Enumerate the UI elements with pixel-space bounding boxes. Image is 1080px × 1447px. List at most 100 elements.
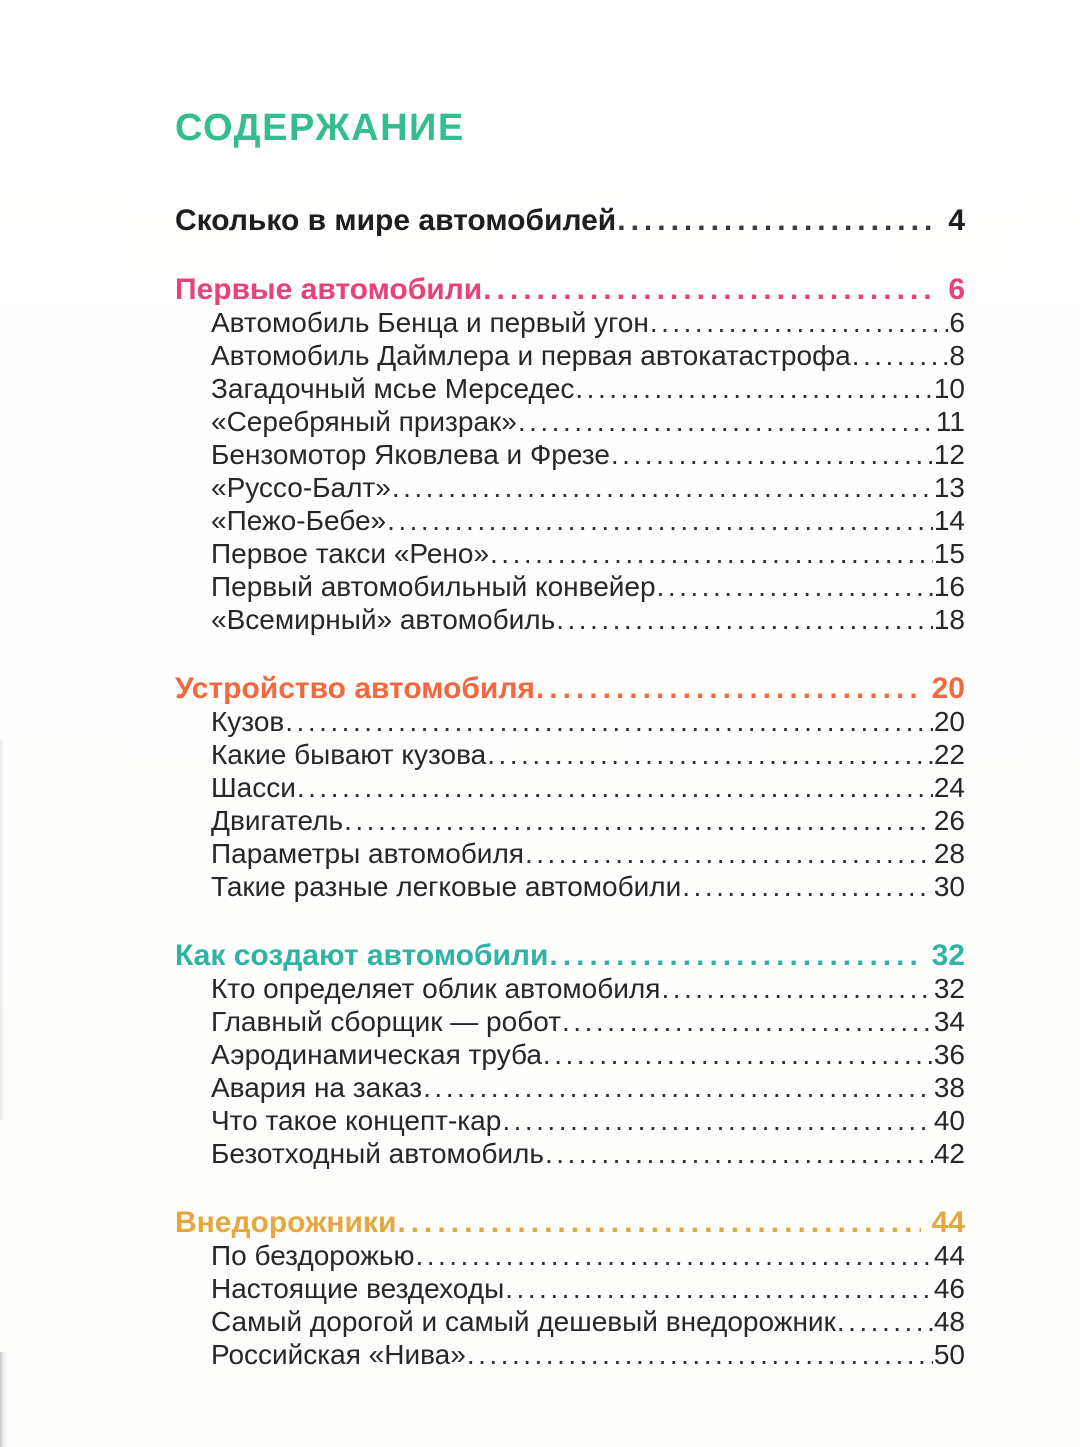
toc-entry: Российская «Нива» 50 (175, 1338, 965, 1371)
toc-section: Внедорожники 44 По бездорожью 44 Настоящ… (175, 1206, 965, 1371)
toc-sections: Первые автомобили 6 Автомобиль Бенца и п… (175, 273, 965, 1371)
toc-entry: Кузов 20 (175, 705, 965, 738)
toc-section-page-number: 6 (948, 273, 965, 306)
dot-leader (505, 1272, 933, 1305)
toc-entry-label: Самый дорогой и самый дешевый внедорожни… (211, 1306, 836, 1337)
toc-entry: Бензомотор Яковлева и Фрезе 12 (175, 438, 965, 471)
toc-section: Как создают автомобили 32 Кто определяет… (175, 939, 965, 1170)
dot-leader (392, 471, 933, 504)
toc-entry-intro: Сколько в мире автомобилей 4 (175, 204, 965, 237)
toc-section-items: Автомобиль Бенца и первый угон 6 Автомоб… (175, 306, 965, 636)
toc-entry-label: Загадочный мсье Мерседес (211, 373, 575, 404)
toc-entry-page-number: 38 (933, 1072, 965, 1103)
dot-leader (556, 603, 933, 636)
dot-leader (837, 1305, 933, 1338)
toc-entry-label: «Серебряный призрак» (211, 406, 517, 437)
dot-leader (650, 306, 949, 339)
dot-leader (297, 771, 933, 804)
toc-entry-label: Такие разные легковые автомобили (211, 871, 682, 902)
page-title: СОДЕРЖАНИЕ (175, 107, 465, 149)
toc-section-items: Кузов 20 Какие бывают кузова 22 Шасси 24… (175, 705, 965, 903)
toc-entry-page-number: 46 (933, 1273, 965, 1304)
toc-entry-label: Аэродинамическая труба (211, 1039, 542, 1070)
toc-entry-page-number: 44 (933, 1240, 965, 1271)
dot-leader (852, 339, 949, 372)
toc-entry-label: «Руссо-Балт» (211, 472, 391, 503)
dot-leader (543, 1038, 933, 1071)
toc-entry-page-number: 34 (933, 1006, 965, 1037)
toc-entry: Авария на заказ 38 (175, 1071, 965, 1104)
dot-leader (467, 1338, 933, 1371)
dot-leader (518, 405, 935, 438)
toc-entry-label: Кузов (211, 706, 285, 737)
toc-entry-label: Российская «Нива» (211, 1339, 466, 1370)
toc-entry-page-number: 40 (933, 1105, 965, 1136)
toc-entry-label: Главный сборщик — робот (211, 1006, 562, 1037)
toc-entry-page-number: 10 (933, 373, 965, 404)
toc-entry-page-number: 8 (949, 340, 965, 371)
toc-entry-page-number: 12 (933, 439, 965, 470)
toc-section-items: Кто определяет облик автомобиля 32 Главн… (175, 972, 965, 1170)
dot-leader (657, 570, 933, 603)
toc-section: Устройство автомобиля 20 Кузов 20 Какие … (175, 672, 965, 903)
dot-leader (545, 1137, 933, 1170)
toc-entry: «Всемирный» автомобиль 18 (175, 603, 965, 636)
toc-entry: Настоящие вездеходы 46 (175, 1272, 965, 1305)
toc-entry-page-number: 11 (935, 406, 965, 437)
toc-entry: Самый дорогой и самый дешевый внедорожни… (175, 1305, 965, 1338)
toc-entry-page-number: 18 (933, 604, 965, 635)
toc-entry-page-number: 42 (933, 1138, 965, 1169)
toc-section-page-number: 20 (931, 672, 965, 705)
dot-leader (536, 672, 921, 705)
toc-entry-label: «Пежо-Бебе» (211, 505, 387, 536)
toc-entry-page-number: 36 (933, 1039, 965, 1070)
toc-entry-label: Какие бывают кузова (211, 739, 487, 770)
toc-entry: Автомобиль Бенца и первый угон 6 (175, 306, 965, 339)
toc-entry: Первый автомобильный конвейер 16 (175, 570, 965, 603)
toc-section-page-number: 32 (931, 939, 965, 972)
toc-entry: Что такое концепт-кар 40 (175, 1104, 965, 1137)
dot-leader (502, 1104, 933, 1137)
toc-entry-label: Автомобиль Бенца и первый угон (211, 307, 649, 338)
toc-entry-label: Параметры автомобиля (211, 838, 524, 869)
toc-entry-label: Бензомотор Яковлева и Фрезе (211, 439, 610, 470)
dot-leader (661, 972, 932, 1005)
toc-section-heading: Как создают автомобили 32 (175, 939, 965, 972)
toc-entry-page-number: 22 (933, 739, 965, 770)
dot-leader (487, 738, 933, 771)
dot-leader (575, 372, 932, 405)
toc-entry: Первое такси «Рено» 15 (175, 537, 965, 570)
toc-section-title: Как создают автомобили (175, 939, 549, 972)
toc-entry: Аэродинамическая труба 36 (175, 1038, 965, 1071)
toc-section-page-number: 44 (931, 1206, 965, 1239)
dot-leader (490, 537, 933, 570)
toc-section-heading: Устройство автомобиля 20 (175, 672, 965, 705)
toc-entry: Безотходный автомобиль 42 (175, 1137, 965, 1170)
toc-entry: Шасси 24 (175, 771, 965, 804)
toc-entry-page-number: 30 (933, 871, 965, 902)
dot-leader (549, 939, 920, 972)
dot-leader (387, 504, 933, 537)
dot-leader (285, 705, 933, 738)
toc-entry-page-number: 32 (933, 973, 965, 1004)
toc-entry: Кто определяет облик автомобиля 32 (175, 972, 965, 1005)
toc-content: СОДЕРЖАНИЕ Сколько в мире автомобилей 4 … (175, 108, 965, 1371)
toc-entry: Загадочный мсье Мерседес 10 (175, 372, 965, 405)
toc-section-items: По бездорожью 44 Настоящие вездеходы 46 … (175, 1239, 965, 1371)
toc-entry-page-number: 26 (933, 805, 965, 836)
dot-leader (423, 1071, 933, 1104)
toc-entry: Автомобиль Даймлера и первая автокатастр… (175, 339, 965, 372)
toc-section-heading: Внедорожники 44 (175, 1206, 965, 1239)
dot-leader (344, 804, 933, 837)
dot-leader (562, 1005, 933, 1038)
toc-section: Первые автомобили 6 Автомобиль Бенца и п… (175, 273, 965, 636)
toc-entry-page-number: 13 (933, 472, 965, 503)
toc-entry: Главный сборщик — робот 34 (175, 1005, 965, 1038)
dot-leader (415, 1239, 932, 1272)
toc-entry-label: Что такое концепт-кар (211, 1105, 502, 1136)
toc-entry-label: Двигатель (211, 805, 344, 836)
toc-entry-page-number: 48 (933, 1306, 965, 1337)
toc-entry-page-number: 15 (933, 538, 965, 569)
dot-leader (611, 438, 933, 471)
